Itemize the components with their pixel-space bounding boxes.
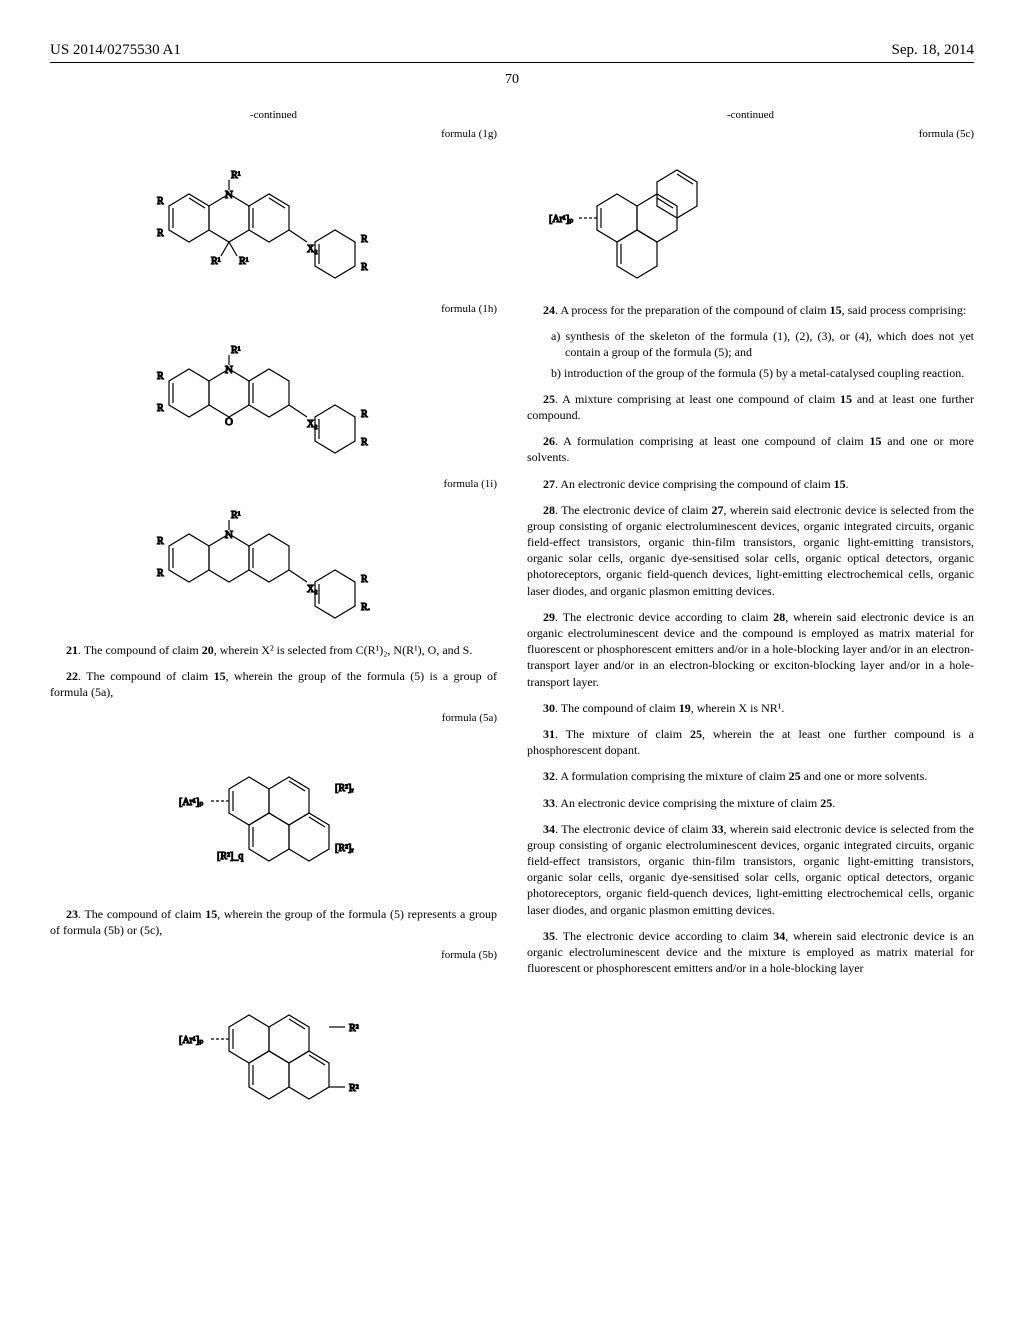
claim-number: 27 xyxy=(543,477,555,491)
claim-number: 24 xyxy=(543,303,555,317)
svg-text:X₂: X₂ xyxy=(307,244,318,255)
svg-text:R: R xyxy=(361,234,368,245)
claim-33: 33. An electronic device comprising the … xyxy=(527,795,974,811)
claim-25: 25. A mixture comprising at least one co… xyxy=(527,391,974,423)
svg-text:N: N xyxy=(225,189,233,201)
svg-text:R: R xyxy=(361,437,368,448)
claim-28: 28. The electronic device of claim 27, w… xyxy=(527,502,974,599)
claim-26: 26. A formulation comprising at least on… xyxy=(527,433,974,465)
right-column: -continued formula (5c) [Ar¹]ₚ 24 xyxy=(527,108,974,1143)
formula-label-1i: formula (1i) xyxy=(50,477,497,492)
svg-text:R¹: R¹ xyxy=(211,256,221,267)
svg-text:R: R xyxy=(157,403,164,414)
claim-24a: a) synthesis of the skeleton of the form… xyxy=(551,328,974,360)
svg-text:R: R xyxy=(157,536,164,547)
claim-number: 21 xyxy=(66,643,78,657)
svg-text:[Ar¹]ₚ: [Ar¹]ₚ xyxy=(179,1035,204,1046)
structure-1h: N R¹ O X₂ R R R R xyxy=(50,321,497,465)
claim-number: 30 xyxy=(543,701,555,715)
structure-5c: [Ar¹]ₚ xyxy=(527,146,974,290)
svg-text:N: N xyxy=(225,364,233,376)
svg-text:[R²]ᵣ: [R²]ᵣ xyxy=(335,843,354,854)
claim-number: 31 xyxy=(543,727,555,741)
claim-29: 29. The electronic device according to c… xyxy=(527,609,974,690)
claim-number: 34 xyxy=(543,822,555,836)
svg-text:R¹: R¹ xyxy=(239,256,249,267)
formula-label-1g: formula (1g) xyxy=(50,127,497,142)
structure-1i: N R¹ X₂ R R R R. xyxy=(50,496,497,630)
svg-text:X₂: X₂ xyxy=(307,584,318,595)
claim-30: 30. The compound of claim 19, wherein X … xyxy=(527,700,974,716)
claim-number: 22 xyxy=(66,669,78,683)
page-header: US 2014/0275530 A1 Sep. 18, 2014 xyxy=(50,40,974,63)
formula-label-5c: formula (5c) xyxy=(527,127,974,142)
claim-number: 26 xyxy=(543,434,555,448)
formula-label-5a: formula (5a) xyxy=(50,711,497,726)
svg-text:[R²]ᵣ: [R²]ᵣ xyxy=(335,783,354,794)
svg-text:X₂: X₂ xyxy=(307,419,318,430)
structure-1g: N R¹ R¹ R¹ X₂ xyxy=(50,146,497,290)
svg-text:R: R xyxy=(157,568,164,579)
claim-number: 33 xyxy=(543,796,555,810)
svg-text:R¹: R¹ xyxy=(231,170,241,181)
svg-text:N: N xyxy=(225,529,233,541)
svg-text:[Ar¹]ₚ: [Ar¹]ₚ xyxy=(179,797,204,808)
svg-text:R.: R. xyxy=(361,602,370,613)
page-number: 70 xyxy=(50,71,974,90)
continued-label: -continued xyxy=(50,108,497,123)
svg-text:R¹: R¹ xyxy=(231,510,241,521)
svg-text:R: R xyxy=(157,228,164,239)
claim-35: 35. The electronic device according to c… xyxy=(527,928,974,977)
claim-23: 23. The compound of claim 15, wherein th… xyxy=(50,906,497,938)
left-column: -continued formula (1g) N R¹ xyxy=(50,108,497,1143)
svg-text:[Ar¹]ₚ: [Ar¹]ₚ xyxy=(549,214,574,225)
claim-21: 21. The compound of claim 20, wherein X²… xyxy=(50,642,497,658)
publication-date: Sep. 18, 2014 xyxy=(892,40,975,60)
formula-label-1h: formula (1h) xyxy=(50,302,497,317)
svg-text:R: R xyxy=(361,574,368,585)
svg-text:R²: R² xyxy=(349,1083,359,1094)
claim-number: 28 xyxy=(543,503,555,517)
claim-number: 23 xyxy=(66,907,78,921)
publication-number: US 2014/0275530 A1 xyxy=(50,40,181,60)
svg-text:R: R xyxy=(361,262,368,273)
svg-text:O: O xyxy=(225,416,233,428)
svg-text:R: R xyxy=(157,196,164,207)
svg-text:R¹: R¹ xyxy=(231,345,241,356)
claim-34: 34. The electronic device of claim 33, w… xyxy=(527,821,974,918)
structure-5a: [Ar¹]ₚ [R²]ᵣ [R²]ᵣ [R²]_q xyxy=(50,729,497,893)
claim-24b: b) introduction of the group of the form… xyxy=(551,365,974,381)
formula-label-5b: formula (5b) xyxy=(50,948,497,963)
claim-22: 22. The compound of claim 15, wherein th… xyxy=(50,668,497,700)
claim-32: 32. A formulation comprising the mixture… xyxy=(527,768,974,784)
structure-5b: [Ar¹]ₚ R² R² xyxy=(50,967,497,1131)
claim-31: 31. The mixture of claim 25, wherein the… xyxy=(527,726,974,758)
svg-text:R²: R² xyxy=(349,1023,359,1034)
two-column-layout: -continued formula (1g) N R¹ xyxy=(50,108,974,1143)
claim-number: 35 xyxy=(543,929,555,943)
svg-text:[R²]_q: [R²]_q xyxy=(217,851,243,862)
continued-label: -continued xyxy=(527,108,974,123)
claim-24: 24. A process for the preparation of the… xyxy=(527,302,974,318)
claim-number: 29 xyxy=(543,610,555,624)
claim-number: 32 xyxy=(543,769,555,783)
claim-number: 25 xyxy=(543,392,555,406)
svg-text:R: R xyxy=(157,371,164,382)
claim-27: 27. An electronic device comprising the … xyxy=(527,476,974,492)
svg-text:R: R xyxy=(361,409,368,420)
